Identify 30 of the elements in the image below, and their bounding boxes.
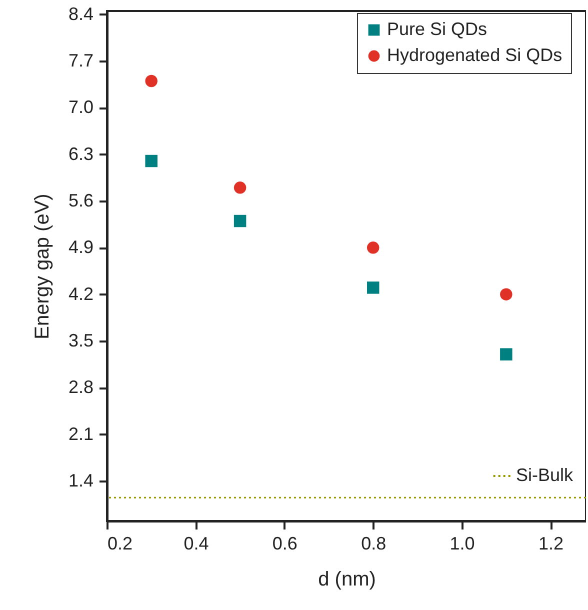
y-tick-label: 5.6: [68, 190, 94, 210]
point: [500, 348, 512, 360]
x-tick-label: 1.2: [538, 534, 564, 554]
x-tick-label: 0.2: [108, 534, 133, 554]
x-tick-label: 1.0: [450, 534, 475, 554]
point: [234, 214, 246, 228]
legend-label: Pure Si QDs: [387, 19, 488, 39]
y-tick-label: 7.7: [68, 50, 94, 70]
y-tick-label: 4.2: [68, 284, 94, 304]
y-tick-label: 4.9: [68, 237, 94, 258]
point: [145, 74, 158, 88]
y-tick-label: 7.0: [68, 97, 94, 118]
y-tick-label: 2.8: [68, 377, 94, 398]
point: [234, 182, 246, 194]
legend-label: Si-Bulk: [516, 465, 574, 485]
y-tick-label: 2.1: [68, 424, 94, 444]
x-axis-title: d (nm): [318, 568, 376, 590]
point: [366, 242, 380, 254]
y-tick-label: 8.4: [68, 4, 94, 24]
x-tick-label: 0.6: [272, 534, 298, 554]
y-tick-label: 1.4: [68, 470, 94, 490]
legend-label: Hydrogenated Si QDs: [387, 45, 562, 65]
y-tick-label: 6.3: [68, 144, 94, 164]
point: [500, 288, 512, 300]
point: [366, 282, 380, 294]
y-axis-title: Energy gap (eV): [31, 194, 54, 340]
x-tick-label: 0.8: [361, 534, 386, 554]
point: [145, 154, 158, 168]
x-tick-label: 0.4: [184, 534, 209, 554]
y-tick-label: 3.5: [68, 330, 94, 350]
